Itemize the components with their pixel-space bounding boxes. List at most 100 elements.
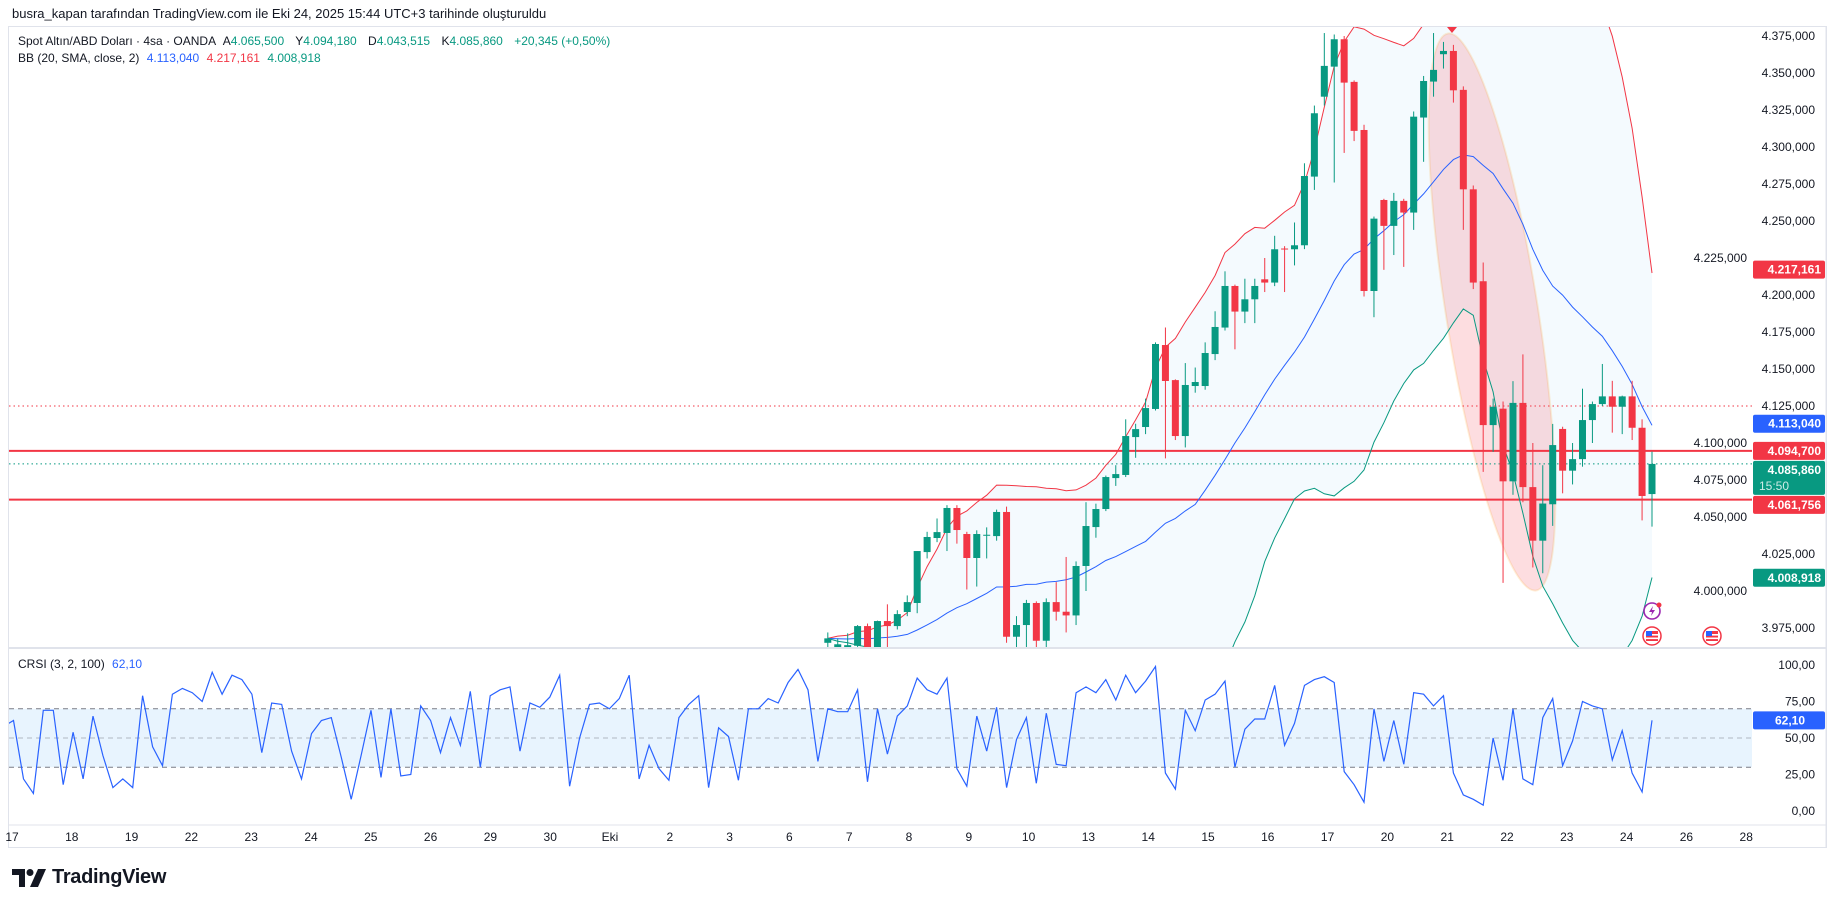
crsi-legend[interactable]: CRSI (3, 2, 100) 62,10 xyxy=(18,657,146,671)
candle[interactable] xyxy=(854,625,862,653)
candle[interactable] xyxy=(873,620,881,654)
candle[interactable] xyxy=(1171,379,1179,441)
candle[interactable] xyxy=(1032,601,1040,647)
candle[interactable] xyxy=(1608,380,1616,433)
candle[interactable] xyxy=(1360,124,1368,297)
candle[interactable] xyxy=(1400,198,1408,267)
candle[interactable] xyxy=(1112,465,1120,486)
candle[interactable] xyxy=(1340,36,1348,153)
candle[interactable] xyxy=(1082,502,1090,591)
candle[interactable] xyxy=(1499,401,1507,583)
us-flag-event-icon[interactable] xyxy=(1702,626,1722,646)
candle[interactable] xyxy=(933,518,941,543)
candle[interactable] xyxy=(824,632,832,653)
candle[interactable] xyxy=(1271,235,1279,287)
candle[interactable] xyxy=(844,633,852,653)
candle[interactable] xyxy=(1390,192,1398,256)
candle[interactable] xyxy=(1559,426,1567,494)
candle[interactable] xyxy=(1598,363,1606,406)
candle[interactable] xyxy=(993,509,1001,541)
candle[interactable] xyxy=(1142,398,1150,435)
candle[interactable] xyxy=(1052,582,1060,621)
crsi-title[interactable]: CRSI (3, 2, 100) xyxy=(18,657,105,671)
candle[interactable] xyxy=(1569,443,1577,485)
candle[interactable] xyxy=(1201,342,1209,390)
candle[interactable] xyxy=(1420,75,1428,162)
price-axis[interactable]: 4.375,000 4.350,000 4.325,000 4.300,000 4.27… xyxy=(1694,29,1825,635)
candle[interactable] xyxy=(1261,258,1269,293)
time-axis[interactable]: 17 18 19 22 23 24 25 26 29 30 Eki 2 3 6 7 8 9 10 13 14 15 16 1… xyxy=(5,830,1753,844)
candle[interactable] xyxy=(1330,34,1338,183)
candle[interactable] xyxy=(1072,561,1080,626)
candle[interactable] xyxy=(1350,80,1358,142)
candle[interactable] xyxy=(1161,327,1169,459)
candle[interactable] xyxy=(1022,599,1030,647)
bb-lower-badge[interactable]: 4.008,918 xyxy=(1753,568,1825,587)
candle[interactable] xyxy=(883,604,891,647)
crsi-value-badge[interactable]: 62,10 xyxy=(1753,711,1825,730)
candle[interactable] xyxy=(1221,271,1229,331)
candle[interactable] xyxy=(1251,278,1259,324)
us-flag-event-icon[interactable] xyxy=(1642,626,1662,646)
candle[interactable] xyxy=(1300,163,1308,250)
candle[interactable] xyxy=(983,527,991,559)
candle[interactable] xyxy=(1549,423,1557,526)
candle[interactable] xyxy=(1459,86,1467,230)
candle[interactable] xyxy=(963,531,971,590)
candle[interactable] xyxy=(834,638,842,653)
lightning-event-icon[interactable] xyxy=(1643,602,1662,620)
candle[interactable] xyxy=(903,595,911,617)
candle[interactable] xyxy=(1062,556,1070,633)
candle[interactable] xyxy=(1588,401,1596,443)
candle[interactable] xyxy=(1519,354,1527,503)
last-price-badge[interactable]: 4.085,860 15:50 xyxy=(1753,460,1825,495)
candle[interactable] xyxy=(1012,616,1020,647)
candle[interactable] xyxy=(1102,475,1110,512)
candle[interactable] xyxy=(1439,41,1447,69)
candle[interactable] xyxy=(1479,262,1487,472)
main-price-pane[interactable] xyxy=(9,0,1752,701)
candle[interactable] xyxy=(893,610,901,630)
candle[interactable] xyxy=(973,530,981,587)
crsi-pane[interactable] xyxy=(4,664,1752,807)
bb-legend[interactable]: BB (20, SMA, close, 2) 4.113,040 4.217,1… xyxy=(18,51,325,65)
bb-upper-badge[interactable]: 4.217,161 xyxy=(1753,260,1825,279)
candle[interactable] xyxy=(1618,395,1626,435)
candle[interactable] xyxy=(1152,342,1159,411)
candle[interactable] xyxy=(1638,419,1646,521)
candle[interactable] xyxy=(1241,278,1249,324)
candle[interactable] xyxy=(1380,198,1388,270)
symbol-name[interactable]: Spot Altın/ABD Doları · 4sa · OANDA xyxy=(18,34,217,48)
candle[interactable] xyxy=(1578,388,1586,467)
candle[interactable] xyxy=(1430,33,1438,97)
bb-title[interactable]: BB (20, SMA, close, 2) xyxy=(18,51,140,65)
candle[interactable] xyxy=(1648,451,1656,527)
candle[interactable] xyxy=(1529,443,1537,568)
candle[interactable] xyxy=(864,623,872,654)
resistance-level-badge[interactable]: 4.094,700 xyxy=(1753,441,1825,460)
tradingview-logo[interactable]: TradingView xyxy=(12,866,166,889)
candle[interactable] xyxy=(923,531,931,559)
candle[interactable] xyxy=(1281,246,1289,293)
candle[interactable] xyxy=(953,505,961,544)
candle[interactable] xyxy=(1181,363,1189,448)
candle[interactable] xyxy=(1211,311,1219,361)
candle[interactable] xyxy=(1489,398,1497,452)
candle[interactable] xyxy=(1003,506,1011,643)
candle[interactable] xyxy=(1092,503,1100,538)
candle[interactable] xyxy=(1132,423,1140,458)
candle[interactable] xyxy=(1509,381,1517,495)
candle[interactable] xyxy=(913,551,921,614)
candle[interactable] xyxy=(1291,222,1299,266)
candle[interactable] xyxy=(1449,44,1457,103)
bb-basis-badge[interactable]: 4.113,040 xyxy=(1753,414,1825,433)
symbol-legend[interactable]: Spot Altın/ABD Doları · 4sa · OANDA A4.0… xyxy=(18,34,614,48)
crsi-axis[interactable]: 100,00 75,00 50,00 25,00 0,00 62,10 xyxy=(1753,658,1825,818)
candle[interactable] xyxy=(1122,419,1130,478)
candle[interactable] xyxy=(1191,367,1199,393)
candle[interactable] xyxy=(1042,598,1050,647)
candle[interactable] xyxy=(1469,185,1477,290)
candle[interactable] xyxy=(1539,465,1547,574)
candle[interactable] xyxy=(1628,380,1636,441)
